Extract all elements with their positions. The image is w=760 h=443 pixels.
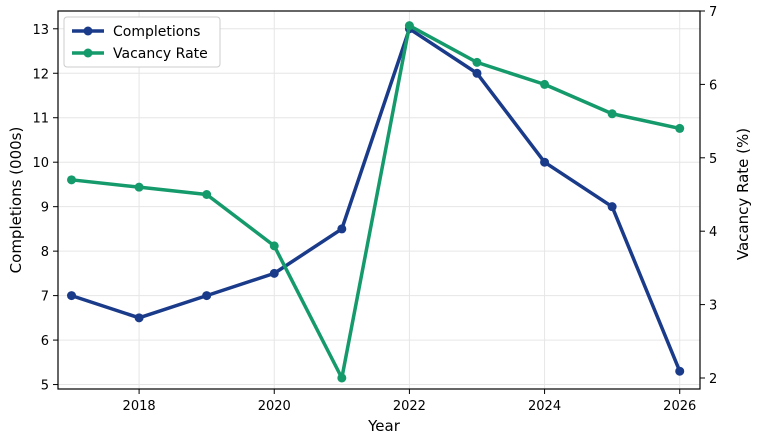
data-point-completions [134, 313, 144, 323]
data-point-vacancy-rate [202, 189, 212, 199]
y-left-tick-label: 13 [32, 23, 49, 38]
y-right-tick-label: 5 [709, 152, 717, 167]
legend-marker-completions [83, 26, 93, 36]
grid [58, 11, 700, 389]
data-point-completions [675, 366, 685, 376]
y-left-tick-label: 6 [41, 334, 49, 349]
y-right-tick-label: 4 [709, 225, 717, 240]
series-layer [67, 21, 685, 383]
y-right-tick-label: 2 [709, 372, 717, 387]
y-left-tick-label: 11 [32, 112, 49, 127]
y-right-tick-label: 3 [709, 299, 717, 314]
series-vacancy-rate [67, 21, 685, 383]
data-point-completions [540, 157, 550, 167]
y-left-tick-label: 10 [32, 156, 49, 171]
x-tick-label: 2026 [663, 399, 696, 414]
data-point-vacancy-rate [67, 175, 77, 185]
y-left-tick-label: 5 [41, 379, 49, 394]
data-point-vacancy-rate [269, 241, 279, 251]
y-right-tick-label: 7 [709, 5, 717, 20]
legend-label-vacancy-rate: Vacancy Rate [113, 46, 208, 62]
data-point-completions [607, 202, 617, 212]
data-point-vacancy-rate [675, 123, 685, 133]
data-point-vacancy-rate [337, 373, 347, 383]
plot-frame [57, 10, 701, 390]
y-left-tick-label: 7 [41, 290, 49, 305]
series-line-completions [70, 27, 682, 372]
data-point-completions [202, 291, 212, 301]
legend-entry-vacancy-rate: Vacancy Rate [72, 46, 208, 62]
data-point-vacancy-rate [404, 21, 414, 31]
data-point-vacancy-rate [607, 109, 617, 119]
data-point-completions [337, 224, 347, 234]
data-point-vacancy-rate [134, 182, 144, 192]
y-left-tick-label: 12 [32, 67, 49, 82]
data-point-completions [67, 291, 77, 301]
x-axis-title: Year [367, 417, 401, 435]
x-tick-label: 2024 [528, 399, 561, 414]
x-tick-label: 2020 [258, 399, 291, 414]
data-point-completions [269, 268, 279, 278]
y-axis-right-title: Vacancy Rate (%) [734, 128, 752, 260]
data-point-vacancy-rate [472, 57, 482, 67]
legend: Completions Vacancy Rate [63, 16, 221, 68]
legend-label-completions: Completions [113, 24, 200, 40]
y-right-tick-label: 6 [709, 78, 717, 93]
series-line-vacancy-rate [71, 23, 681, 380]
legend-marker-vacancy-rate [83, 48, 93, 58]
y-left-tick-label: 8 [41, 245, 49, 260]
y-left-tick-label: 9 [41, 201, 49, 216]
y-axis-left-title: Completions (000s) [7, 127, 25, 274]
x-tick-label: 2018 [123, 399, 156, 414]
data-point-vacancy-rate [540, 79, 550, 89]
axes: 2018 2020 2022 2024 2026 5 6 7 8 9 10 11 12 13 2 3 4 5 6 7 [32, 5, 717, 414]
legend-entry-completions: Completions [72, 24, 200, 40]
x-tick-label: 2022 [393, 399, 426, 414]
data-point-completions [472, 68, 482, 78]
